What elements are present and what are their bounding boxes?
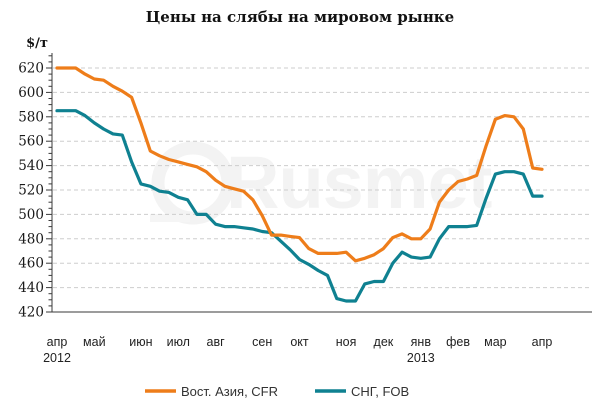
y-tick-label: 580 — [18, 109, 44, 125]
y-tick-label: 600 — [18, 85, 44, 101]
watermark: Rusmet — [150, 141, 493, 225]
chart-title: Цены на слябы на мировом рынке — [146, 8, 454, 26]
x-axis-month-label: дек — [374, 335, 394, 349]
watermark-underline — [150, 214, 190, 222]
series-line-east-asia-cfr — [55, 66, 544, 263]
y-tick-label: 460 — [18, 256, 44, 272]
y-tick-label: 500 — [18, 207, 44, 223]
y-tick-label: 560 — [18, 134, 44, 150]
y-tick-label: 620 — [18, 61, 44, 77]
legend-label-cis: СНГ, FOB — [351, 384, 409, 399]
y-tick-label: 540 — [18, 158, 44, 174]
x-axis-month-label: ноя — [336, 335, 357, 349]
x-axis-year-label: 2013 — [407, 351, 435, 365]
watermark-ring-icon — [151, 141, 235, 225]
x-tick-labels: апр май июн июл авг сен окт ноя дек янв фев мар апр 2… — [43, 335, 552, 365]
y-axis-unit-label: $/т — [26, 36, 48, 51]
x-axis-month-label: авг — [207, 335, 226, 349]
series-lines — [55, 66, 544, 303]
x-axis-month-label: сен — [252, 335, 272, 349]
y-tick-label: 480 — [18, 231, 44, 247]
x-axis-year-label: 2012 — [43, 351, 71, 365]
y-tick-label: 440 — [18, 280, 44, 296]
x-axis-month-label: июл — [167, 335, 190, 349]
legend-label-east-asia: Вост. Азия, CFR — [181, 384, 278, 399]
x-axis-month-label: янв — [411, 335, 432, 349]
x-axis-month-label: мар — [484, 335, 507, 349]
y-tick-label: 520 — [18, 183, 44, 199]
watermark-text: Rusmet — [226, 141, 492, 224]
x-axis-month-label: апр — [47, 335, 68, 349]
x-axis-month-label: май — [83, 335, 106, 349]
y-axis-ticks — [46, 55, 52, 313]
x-axis-month-label: фев — [446, 335, 470, 349]
y-tick-label: 420 — [18, 305, 44, 321]
x-axis-month-label: апр — [532, 335, 553, 349]
y-tick-labels: 420 440 460 480 500 520 540 560 580 600 620 — [18, 61, 44, 321]
x-axis-month-label: июн — [129, 335, 152, 349]
legend: Вост. Азия, CFR СНГ, FOB — [145, 384, 409, 399]
x-axis-month-label: окт — [290, 335, 309, 349]
series-line-cis-fob — [55, 109, 544, 303]
